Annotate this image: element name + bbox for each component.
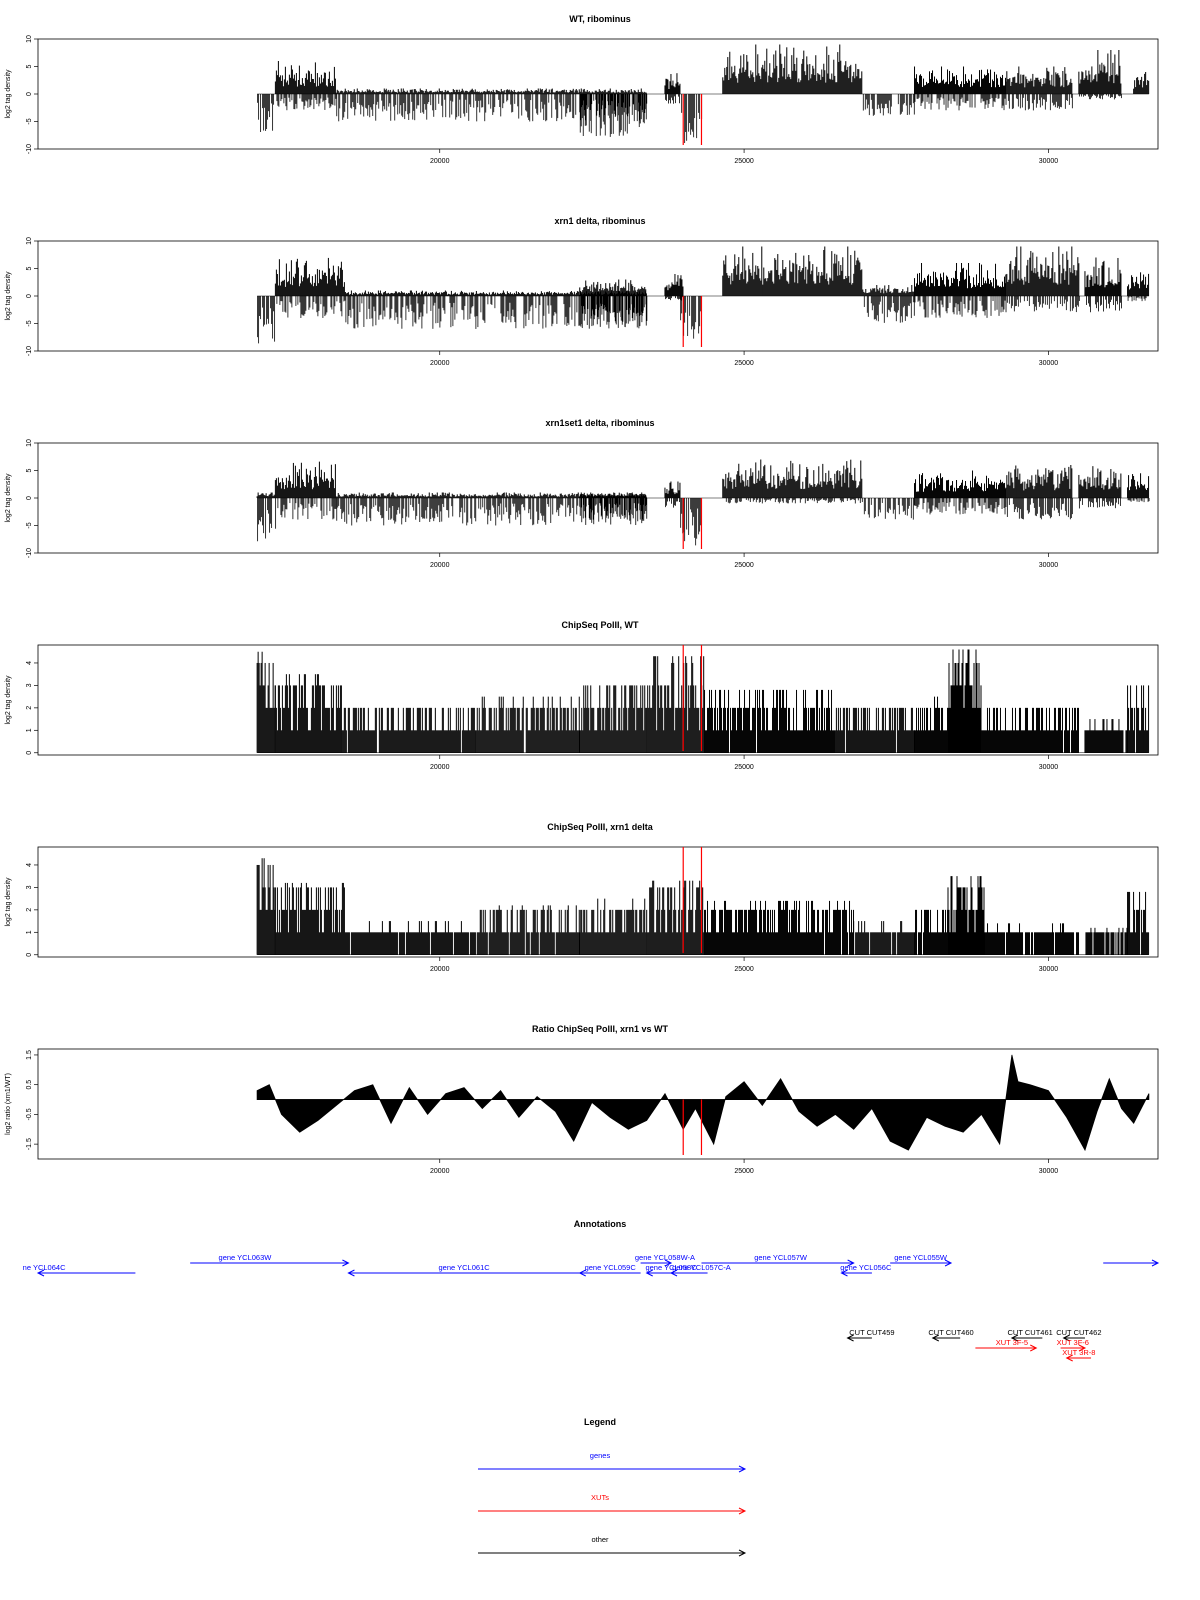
data-segment bbox=[256, 492, 277, 542]
data-segment bbox=[834, 707, 915, 753]
plot-frame bbox=[37, 644, 1159, 756]
data-segment bbox=[341, 707, 476, 753]
data-segment bbox=[1005, 465, 1073, 520]
y-tick-label: -10 bbox=[26, 548, 33, 558]
data-segment bbox=[1133, 72, 1150, 94]
data-segment bbox=[722, 459, 863, 504]
data-segment bbox=[862, 285, 915, 323]
data-segment bbox=[722, 44, 863, 94]
y-axis-label: log2 tag density bbox=[5, 473, 12, 523]
data-segment bbox=[274, 257, 346, 318]
data-segment bbox=[1078, 466, 1122, 509]
data-segment bbox=[664, 274, 684, 301]
data-segment bbox=[1005, 246, 1080, 313]
data-segment bbox=[681, 94, 703, 144]
y-tick-label: 0 bbox=[26, 294, 33, 298]
data-segment bbox=[704, 689, 836, 753]
chart-panel: WT, ribominus log2 tag density -10 -5 0 5 10 20… bbox=[5, 14, 1159, 165]
y-axis-label: log2 tag density bbox=[5, 271, 12, 321]
data-segment bbox=[646, 656, 705, 753]
data-segment bbox=[664, 73, 681, 104]
y-tick-label: 3 bbox=[26, 683, 33, 687]
chart-panel: xrn1 delta, ribominus log2 tag density -10… bbox=[5, 216, 1159, 367]
data-segment bbox=[914, 263, 1007, 318]
data-segment bbox=[1127, 473, 1150, 503]
chart-title: xrn1 delta, ribominus bbox=[554, 216, 645, 226]
data-segment bbox=[863, 498, 915, 520]
y-tick-label: 5 bbox=[26, 468, 33, 472]
data-segment bbox=[1005, 66, 1073, 111]
data-segment bbox=[722, 246, 863, 296]
x-tick-label: 20000 bbox=[430, 360, 450, 367]
chart-title: ChipSeq PolII, WT bbox=[562, 620, 639, 630]
data-segment bbox=[914, 470, 1007, 515]
x-tick-label: 30000 bbox=[1039, 360, 1059, 367]
x-tick-label: 20000 bbox=[430, 158, 450, 165]
x-tick-label: 25000 bbox=[734, 158, 754, 165]
x-tick-label: 25000 bbox=[734, 360, 754, 367]
y-tick-label: -5 bbox=[26, 522, 33, 528]
chart-title: WT, ribominus bbox=[569, 14, 631, 24]
data-segment bbox=[1127, 272, 1150, 302]
x-tick-label: 25000 bbox=[734, 562, 754, 569]
data-segment bbox=[274, 674, 342, 753]
data-segment bbox=[862, 94, 915, 116]
data-segment bbox=[274, 461, 337, 520]
y-axis-label: log2 tag density bbox=[5, 675, 12, 725]
x-tick-label: 20000 bbox=[430, 562, 450, 569]
y-tick-label: -5 bbox=[26, 320, 33, 326]
x-tick-label: 20000 bbox=[430, 764, 450, 771]
data-segment bbox=[1084, 257, 1122, 313]
y-tick-label: 10 bbox=[26, 439, 33, 447]
y-tick-label: 1 bbox=[26, 728, 33, 732]
y-axis-label: log2 tag density bbox=[5, 69, 12, 119]
data-segment bbox=[914, 66, 1007, 111]
y-tick-label: -10 bbox=[26, 346, 33, 356]
y-tick-label: 0 bbox=[26, 496, 33, 500]
y-tick-label: 10 bbox=[26, 35, 33, 43]
data-segment bbox=[980, 707, 1079, 753]
chart-panel: xrn1set1 delta, ribominus log2 tag densit… bbox=[5, 418, 1159, 569]
data-segment bbox=[335, 88, 648, 122]
y-tick-label: -10 bbox=[26, 144, 33, 154]
data-segment bbox=[914, 696, 949, 753]
data-segment bbox=[475, 696, 580, 753]
y-tick-label: 2 bbox=[26, 706, 33, 710]
data-segment bbox=[256, 651, 276, 753]
chart-panel: ChipSeq PolII, WT log2 tag density 0 1 2 3 4 20… bbox=[5, 620, 1159, 771]
x-tick-label: 25000 bbox=[734, 764, 754, 771]
y-tick-label: 0 bbox=[26, 92, 33, 96]
data-segment bbox=[274, 61, 337, 111]
data-segment bbox=[680, 498, 702, 546]
chart-title: xrn1set1 delta, ribominus bbox=[545, 418, 654, 428]
y-tick-label: -5 bbox=[26, 118, 33, 124]
data-segment bbox=[579, 492, 647, 520]
x-tick-label: 30000 bbox=[1039, 562, 1059, 569]
x-tick-label: 30000 bbox=[1039, 158, 1059, 165]
data-segment bbox=[579, 279, 647, 329]
x-tick-label: 30000 bbox=[1039, 764, 1059, 771]
y-tick-label: 5 bbox=[26, 64, 33, 68]
y-tick-label: 5 bbox=[26, 266, 33, 270]
data-segment bbox=[947, 649, 982, 753]
data-segment bbox=[680, 296, 702, 339]
data-segment bbox=[257, 296, 276, 344]
y-tick-label: 10 bbox=[26, 237, 33, 245]
data-segment bbox=[257, 94, 275, 133]
data-segment bbox=[1078, 50, 1122, 100]
data-segment bbox=[579, 685, 647, 753]
y-tick-label: 0 bbox=[26, 751, 33, 755]
data-segment bbox=[664, 481, 681, 508]
y-tick-label: 4 bbox=[26, 661, 33, 665]
data-segment bbox=[579, 94, 647, 137]
